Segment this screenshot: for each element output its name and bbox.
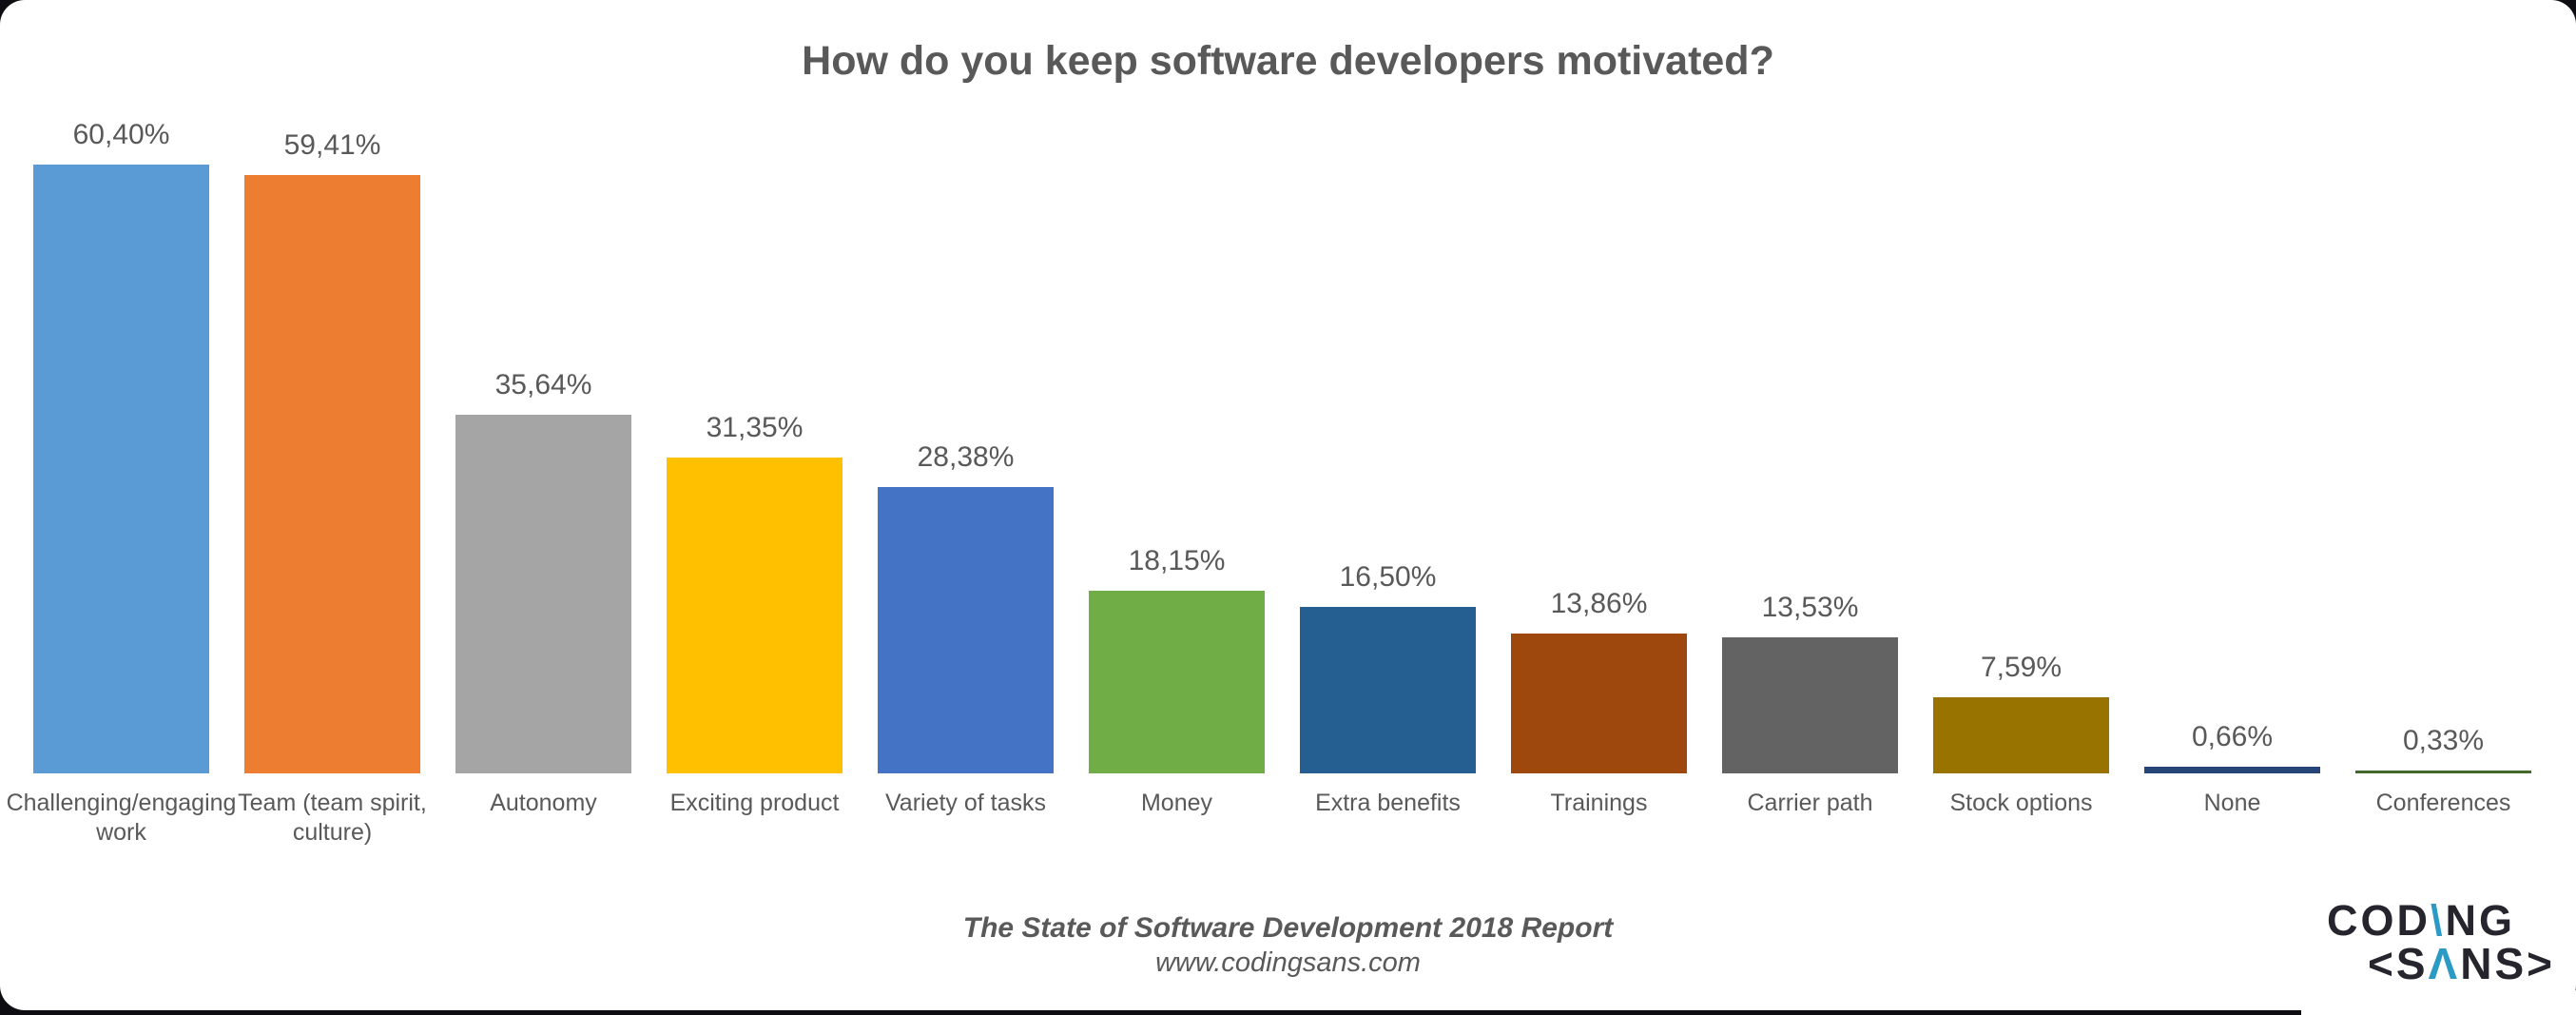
- logo-slash-icon: \: [2430, 896, 2446, 945]
- bar-value-label: 31,35%: [706, 412, 804, 443]
- bar-value-label: 60,40%: [72, 119, 170, 150]
- chart-title: How do you keep software developers moti…: [802, 38, 1774, 84]
- bar-value-label: 35,64%: [494, 369, 592, 400]
- bar: [667, 458, 843, 773]
- bar: [2355, 771, 2531, 773]
- bar-value-label: 13,86%: [1550, 588, 1648, 619]
- bar: [878, 487, 1054, 773]
- bar-column: 0,66% None: [2144, 0, 2320, 816]
- bar-column: 31,35% Exciting product: [667, 0, 843, 816]
- bar: [1089, 591, 1265, 773]
- bar-category-label: Stock options: [1949, 790, 2093, 816]
- bar-value-label: 0,66%: [2191, 721, 2274, 752]
- bar-column: 59,41% Team (team spirit, culture): [238, 0, 427, 846]
- bar-column: 7,59% Stock options: [1933, 0, 2109, 816]
- bar-column: 28,38% Variety of tasks: [878, 0, 1054, 816]
- bar-category-label: Variety of tasks: [884, 790, 1047, 816]
- bar-chart-plot-area: 60,40% Challenging/engaging work 59,41% Tea…: [7, 0, 2531, 846]
- bar: [244, 175, 420, 773]
- chart-footer: The State of Software Development 2018 R…: [0, 911, 2576, 980]
- bar-value-label: 7,59%: [1980, 652, 2063, 683]
- bar-category-label: Carrier path: [1747, 790, 1873, 816]
- bar-category-label: Team (team spirit, culture): [238, 790, 427, 846]
- logo-line1-dark-left: COD: [2326, 896, 2431, 945]
- bar-value-label: 16,50%: [1339, 561, 1437, 593]
- logo-line1-dark-right: NG: [2445, 896, 2515, 945]
- bar-column: 13,86% Trainings: [1511, 0, 1687, 816]
- bar-value-label: 28,38%: [917, 441, 1015, 473]
- logo-lambda-icon: Λ: [2428, 939, 2461, 988]
- bar-category-label: Challenging/engaging work: [6, 790, 237, 846]
- logo-line2-dark-right: NS>: [2460, 939, 2555, 988]
- bar: [1511, 634, 1687, 773]
- bar-value-label: 18,15%: [1128, 545, 1226, 576]
- bottom-right-edge: [2301, 990, 2576, 1015]
- bar-column: 18,15% Money: [1089, 0, 1265, 816]
- bar-category-label: Extra benefits: [1315, 790, 1461, 816]
- logo-line2: <SΛNS>: [2327, 942, 2555, 986]
- bar-category-label: Conferences: [2375, 790, 2511, 816]
- bar: [1933, 697, 2109, 773]
- bar-category-label: Autonomy: [490, 790, 597, 816]
- bar: [2144, 767, 2320, 773]
- bar: [1300, 607, 1476, 773]
- footer-website: www.codingsans.com: [1155, 947, 1421, 978]
- codingsans-logo: COD\NG <SΛNS>: [2327, 899, 2555, 986]
- bar: [455, 415, 631, 773]
- bar-category-label: Exciting product: [669, 790, 840, 816]
- bar-value-label: 59,41%: [283, 129, 381, 161]
- bar-category-label: None: [2203, 790, 2261, 816]
- bar-column: 13,53% Carrier path: [1722, 0, 1898, 816]
- logo-line1: COD\NG: [2327, 899, 2555, 942]
- bar-column: 35,64% Autonomy: [455, 0, 631, 816]
- logo-line2-dark-left: <S: [2368, 939, 2429, 988]
- bar-category-label: Money: [1140, 790, 1213, 816]
- bar-column: 0,33% Conferences: [2355, 0, 2531, 816]
- bar-value-label: 13,53%: [1761, 592, 1859, 623]
- footer-report-title: The State of Software Development 2018 R…: [962, 912, 1614, 944]
- bar: [1722, 637, 1898, 773]
- bar-column: 60,40% Challenging/engaging work: [7, 0, 237, 846]
- bar-category-label: Trainings: [1550, 790, 1648, 816]
- bar-value-label: 0,33%: [2402, 725, 2485, 756]
- bar-column: 16,50% Extra benefits: [1300, 0, 1476, 816]
- bar: [33, 165, 209, 773]
